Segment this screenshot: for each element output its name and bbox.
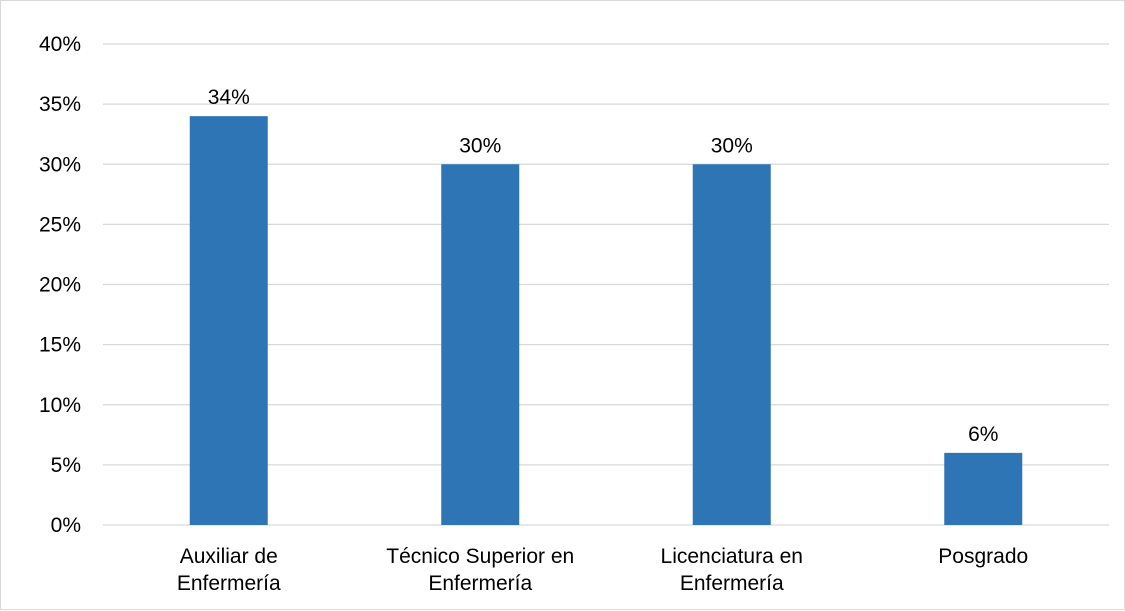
x-category-label: Técnico Superior en Enfermería xyxy=(386,545,574,595)
bar xyxy=(944,452,1023,525)
bar xyxy=(189,116,268,526)
y-tick-label: 15% xyxy=(39,334,81,357)
y-tick-label: 25% xyxy=(39,213,81,236)
y-tick-label: 30% xyxy=(39,153,81,176)
bar xyxy=(692,164,771,525)
data-label: 34% xyxy=(208,86,250,109)
data-label: 6% xyxy=(968,423,998,446)
x-category-label: Posgrado xyxy=(938,545,1028,568)
x-axis-category-labels: Auxiliar de Enfermería Técnico Superior en… xyxy=(177,545,1028,595)
bars xyxy=(189,116,1023,526)
data-label: 30% xyxy=(711,134,753,157)
y-tick-label: 0% xyxy=(51,514,81,537)
y-tick-label: 5% xyxy=(51,454,81,477)
y-tick-label: 40% xyxy=(39,33,81,56)
data-labels: 34% 30% 30% 6% xyxy=(208,86,999,446)
x-category-label: Licenciatura en Enfermería xyxy=(661,545,803,595)
y-tick-label: 10% xyxy=(39,394,81,417)
data-label: 30% xyxy=(459,134,501,157)
bar xyxy=(441,164,520,525)
y-tick-label: 20% xyxy=(39,274,81,297)
gridlines xyxy=(103,43,1109,526)
x-category-label: Auxiliar de Enfermería xyxy=(177,545,281,595)
y-tick-label: 35% xyxy=(39,93,81,116)
y-axis-tick-labels: 0% 5% 10% 15% 20% 25% 30% 35% 40% xyxy=(39,33,81,537)
